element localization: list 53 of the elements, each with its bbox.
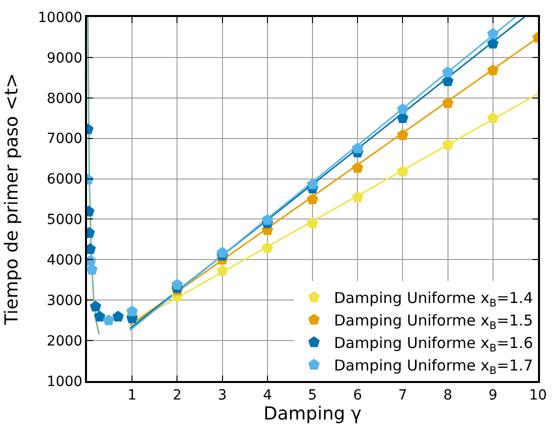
x-tick-label: 1 xyxy=(128,388,137,404)
x-tick-label: 6 xyxy=(353,388,362,404)
point xyxy=(487,112,499,123)
point xyxy=(126,305,138,316)
x-tick-label: 7 xyxy=(398,388,408,404)
x-tick-label: 5 xyxy=(308,388,317,404)
point xyxy=(487,38,499,49)
point xyxy=(171,278,183,290)
y-tick-label: 3000 xyxy=(46,293,82,310)
point xyxy=(487,28,499,39)
x-tick-label: 2 xyxy=(172,388,182,404)
y-tick-label: 2000 xyxy=(46,333,82,350)
x-axis-title: Damping γ xyxy=(263,404,362,425)
y-tick-label: 1000 xyxy=(46,374,82,390)
y-tick-label: 4000 xyxy=(46,252,82,269)
point xyxy=(442,138,454,150)
legend-label: Damping Uniforme x$_{B}$=1.7 xyxy=(334,356,533,377)
point xyxy=(442,66,454,78)
point xyxy=(352,142,364,154)
point xyxy=(262,242,274,253)
point xyxy=(487,64,499,76)
point xyxy=(396,166,408,176)
point xyxy=(216,246,228,258)
y-tick-label: 7000 xyxy=(46,131,82,148)
y-tick-label: 9000 xyxy=(46,50,82,66)
y-tick-label: 5000 xyxy=(46,212,82,228)
y-axis-title: Tiempo de primer paso <t> xyxy=(2,73,23,326)
point xyxy=(306,217,318,228)
x-tick-label: 9 xyxy=(488,388,498,404)
point xyxy=(442,97,454,108)
y-tick-label: 10000 xyxy=(38,10,82,26)
y-tick-label: 8000 xyxy=(46,90,82,107)
x-tick-label: 3 xyxy=(218,388,227,404)
point xyxy=(94,310,106,322)
point xyxy=(306,178,318,190)
x-tick-label: 10 xyxy=(529,388,547,404)
point xyxy=(262,214,274,225)
x-tick-label: 8 xyxy=(443,388,452,404)
point xyxy=(102,314,114,326)
point xyxy=(396,103,408,114)
point xyxy=(352,191,364,202)
legend-label: Damping Uniforme x$_{B}$=1.6 xyxy=(334,334,533,354)
point xyxy=(216,264,228,276)
point xyxy=(396,129,408,140)
point xyxy=(87,264,98,275)
legend-label: Damping Uniforme x$_{B}$=1.4 xyxy=(334,289,533,310)
point xyxy=(90,300,102,312)
point xyxy=(352,162,364,173)
point xyxy=(112,310,124,322)
y-tick-label: 6000 xyxy=(46,172,82,188)
x-tick-label: 4 xyxy=(262,388,272,404)
legend-label: Damping Uniforme x$_{B}$=1.5 xyxy=(334,312,533,332)
point xyxy=(306,193,318,204)
